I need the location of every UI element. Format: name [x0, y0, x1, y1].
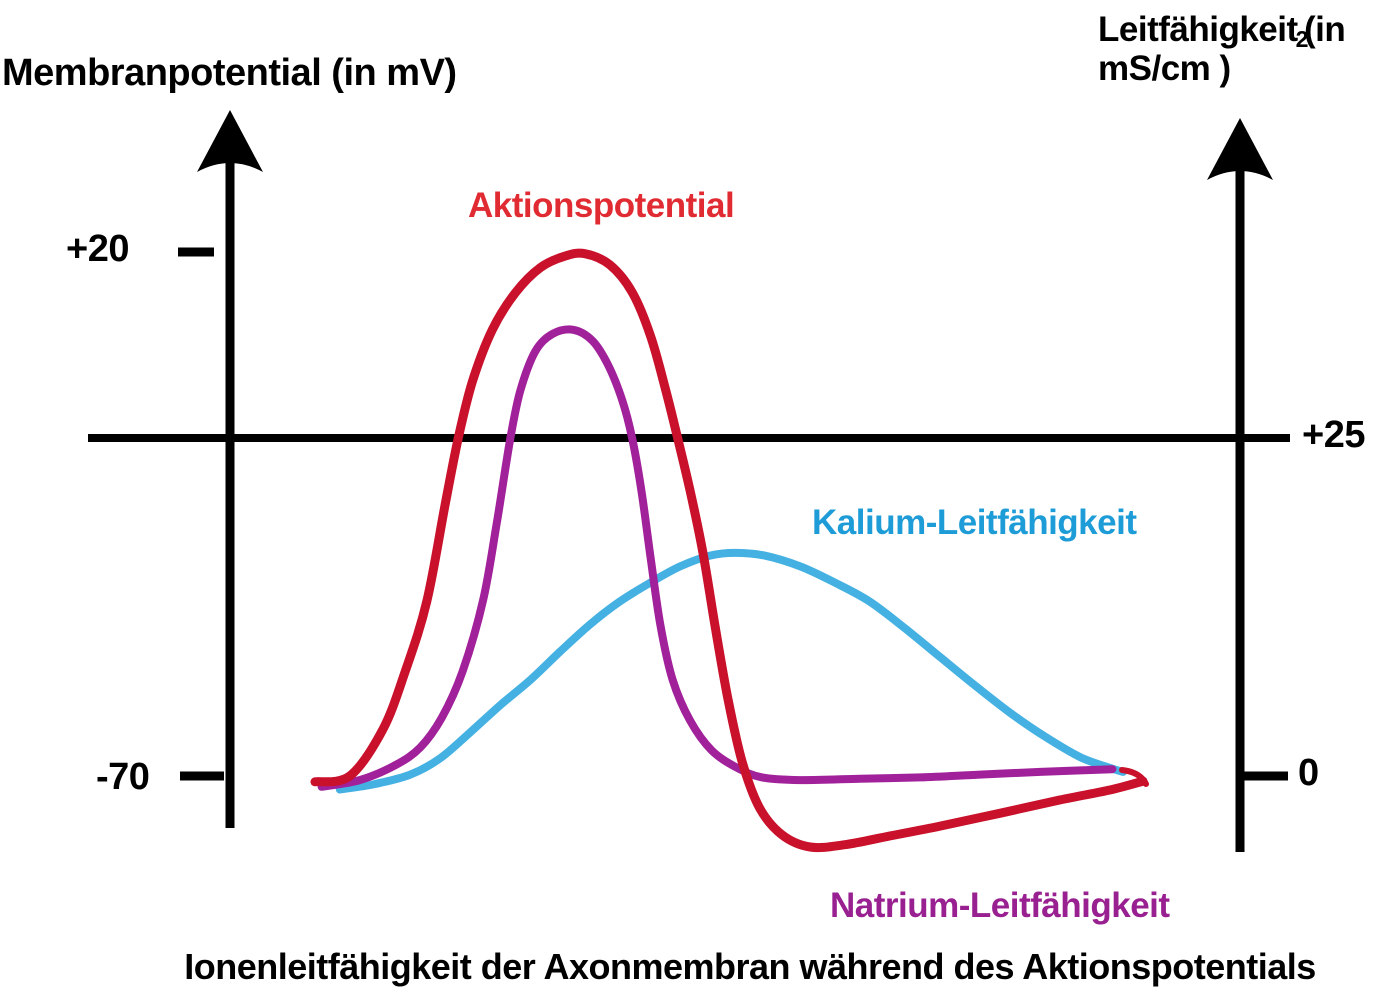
tick-label-zero: 0 — [1298, 752, 1319, 794]
axes — [88, 110, 1290, 852]
curve-natrium-leitf-higkeit — [317, 325, 1117, 791]
right-axis-title-subscript: 2 — [1295, 25, 1309, 52]
red-curve-end-hook — [1119, 767, 1149, 787]
right-axis-title-line1: Leitfähigkeit2(in — [1098, 10, 1346, 52]
right-axis-title-line2: mS/cm ) — [1098, 49, 1231, 89]
curve-aktionspotential — [310, 248, 1148, 853]
curve-label-natrium-leitfaehigkeit: Natrium-Leitfähigkeit — [830, 886, 1170, 925]
curve-kalium-leitf-higkeit — [335, 548, 1128, 794]
tick-label-plus20: +20 — [66, 228, 129, 270]
tick-label-minus70: -70 — [96, 756, 150, 798]
figure-caption: Ionenleitfähigkeit der Axonmembran währe… — [184, 946, 1316, 987]
right-axis-title: Leitfähigkeit2(in mS/cm ) — [1098, 10, 1346, 89]
left-axis-title: Membranpotential (in mV) — [2, 52, 457, 94]
tick-label-plus25: +25 — [1302, 414, 1365, 456]
arrow-up-icon-right — [1207, 118, 1273, 180]
curve-label-aktionspotential: Aktionspotential — [468, 186, 735, 225]
curves-group — [310, 248, 1149, 853]
right-axis-title-text2: (in — [1303, 10, 1346, 49]
arrow-up-icon-left — [197, 110, 263, 172]
right-axis-title-text: Leitfähigkeit — [1098, 10, 1298, 49]
curve-label-kalium-leitfaehigkeit: Kalium-Leitfähigkeit — [812, 503, 1137, 542]
